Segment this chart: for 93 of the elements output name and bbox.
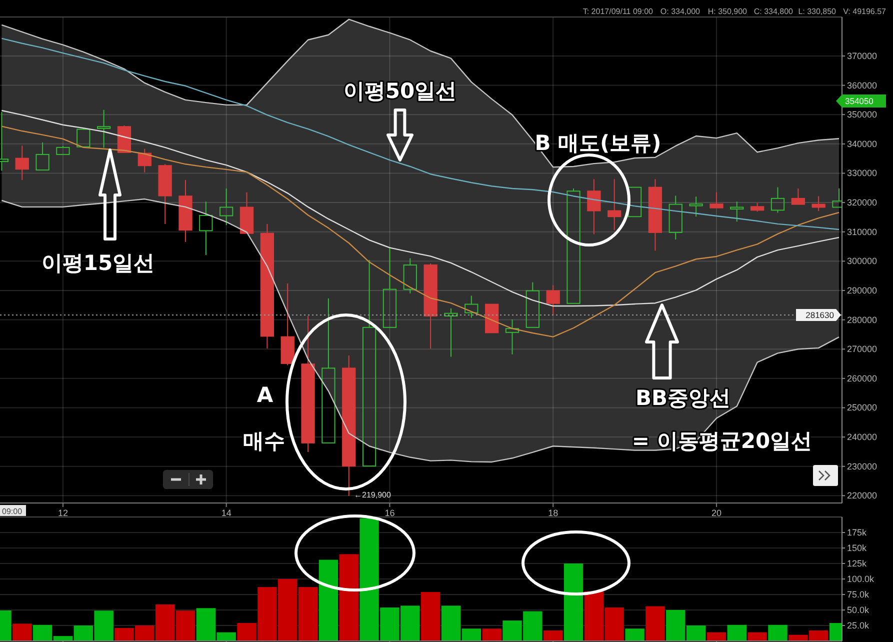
text: 09:00 <box>2 507 23 516</box>
y-tick-label: 100.0k <box>847 574 875 584</box>
y-tick-label: 310000 <box>847 226 878 237</box>
y-tick-label: 260000 <box>847 373 878 384</box>
candlestick <box>382 246 397 328</box>
candlestick <box>526 282 540 328</box>
y-tick-label: 220000 <box>847 490 878 501</box>
bar <box>706 632 726 641</box>
y-tick-label: 340000 <box>847 138 878 149</box>
candlestick <box>424 263 438 350</box>
candlestick <box>648 178 662 252</box>
candlestick <box>280 282 294 366</box>
text: O: 334,000 <box>660 7 701 16</box>
y-tick-label: 360000 <box>847 80 878 90</box>
y-tick-label: 290000 <box>847 285 878 296</box>
candlestick <box>301 315 315 452</box>
y-tick-label: 75.0k <box>847 590 870 600</box>
x-tick-label: 14 <box>221 508 232 518</box>
candlestick <box>546 284 560 316</box>
y-tick-label: 320000 <box>847 198 878 208</box>
bar <box>748 632 767 641</box>
x-tick-label: 20 <box>711 508 722 518</box>
bar <box>768 624 788 641</box>
annotation: BB중앙선 <box>635 386 731 410</box>
y-tick-label: 125k <box>847 558 868 568</box>
candlestick <box>505 319 520 355</box>
line-series <box>1 110 840 307</box>
candlestick <box>587 178 601 235</box>
candlestick <box>158 164 172 224</box>
bar <box>339 554 358 641</box>
candlestick <box>178 179 192 242</box>
y-tick-label: 300000 <box>847 256 878 266</box>
candlestick <box>791 188 805 205</box>
bar <box>727 624 746 641</box>
text: C: 334,800 <box>754 7 794 16</box>
annotation: ←219,900 <box>354 490 392 500</box>
bar <box>646 606 665 641</box>
bar <box>543 630 563 641</box>
candlestick <box>608 178 622 231</box>
y-tick-label: 150k <box>847 543 868 553</box>
y-tick-label: 175k <box>847 528 868 538</box>
bar <box>420 592 440 641</box>
candlestick <box>403 258 417 294</box>
candlestick <box>812 196 826 212</box>
y-tick-label: 330000 <box>847 168 878 178</box>
text: 354050 <box>845 96 874 106</box>
x-tick-label: 18 <box>548 508 558 518</box>
line-series <box>1 126 840 338</box>
candlestick <box>220 188 234 226</box>
y-tick-label: 370000 <box>847 50 878 61</box>
candlestick <box>260 223 274 350</box>
x-tick-label: 16 <box>384 508 395 518</box>
line-series <box>1 198 840 463</box>
annotation: A <box>256 383 274 407</box>
bar <box>564 564 584 641</box>
bar <box>482 628 502 641</box>
y-tick-label: 280000 <box>847 314 878 325</box>
text: T: 2017/09/11 09:00 <box>582 7 654 16</box>
annotation: 매수 <box>243 429 285 453</box>
text: L: 330,850 <box>798 7 837 16</box>
text: H: 350,900 <box>708 7 748 16</box>
candlestick <box>464 295 478 318</box>
candlestick <box>362 260 376 467</box>
candlestick <box>199 201 213 256</box>
candlestick <box>322 298 336 444</box>
candlestick <box>15 145 29 180</box>
candlestick <box>240 192 254 234</box>
candlestick <box>770 186 785 214</box>
annotation: 이평50일선 <box>343 79 457 103</box>
ref-line-label: 281630 <box>806 310 834 320</box>
y-tick-label: 250000 <box>847 402 878 413</box>
y-tick-label: 240000 <box>847 432 878 442</box>
candlestick <box>668 195 682 240</box>
bar <box>318 560 338 641</box>
annotation: B 매도(보류) <box>534 131 662 155</box>
candlestick <box>342 355 356 496</box>
line-series <box>1 38 840 230</box>
y-tick-label: 25.0k <box>847 620 870 630</box>
text: V: 49196.57 <box>843 7 887 16</box>
candlestick <box>730 201 744 222</box>
x-tick-label: 12 <box>58 508 68 518</box>
candlestick <box>96 109 111 148</box>
bar <box>625 628 644 641</box>
line-series <box>1 18 840 168</box>
candlestick <box>710 192 724 208</box>
y-tick-label: 270000 <box>847 344 878 354</box>
y-tick-label: 350000 <box>847 110 878 120</box>
candlestick <box>689 196 703 218</box>
y-tick-label: 50.0k <box>847 605 870 615</box>
annotation: 이평15일선 <box>41 251 155 275</box>
candlestick <box>444 308 458 358</box>
y-tick-label: 230000 <box>847 461 878 472</box>
candlestick <box>36 142 50 171</box>
